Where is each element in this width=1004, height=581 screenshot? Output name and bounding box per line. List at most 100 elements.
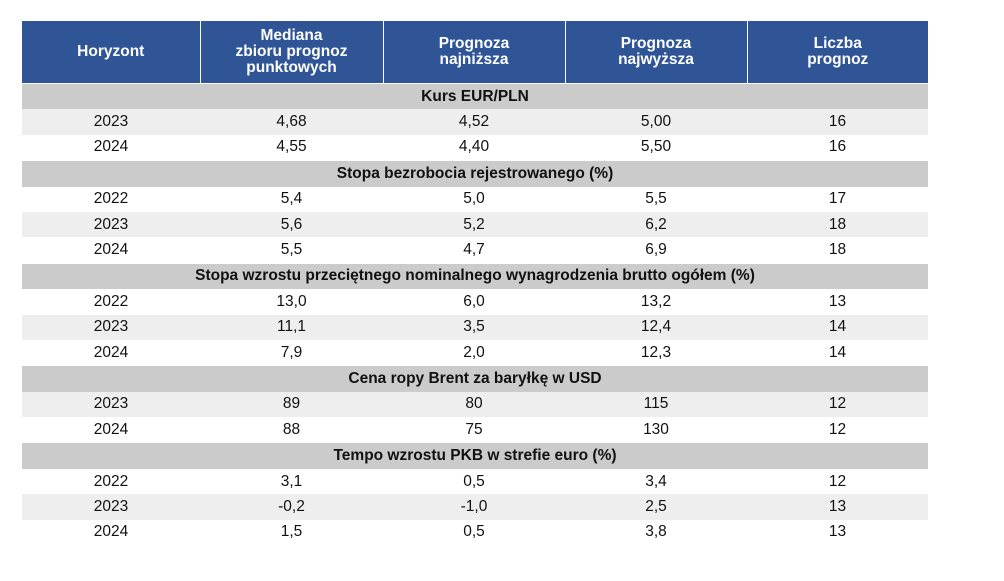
cell: 14 [747,314,928,340]
cell: 130 [643,420,669,438]
cell: 18 [828,241,847,259]
cell: -0,2 [200,494,383,520]
cell: 4,68 [200,109,383,135]
cell: 2024 [93,420,129,438]
cell: 5,5 [280,241,303,259]
cell: 2022 [93,190,129,208]
data-row: 2023 4,68 4,52 5,00 16 [22,109,928,135]
cell: 2023 [22,494,200,520]
header-text: Prognoza [438,35,510,52]
cell: 89 [200,391,383,418]
cell: 0,5 [463,523,485,541]
header-text: Horyzont [77,43,145,60]
section-title: Cena ropy Brent za baryłkę w USD [22,365,928,392]
section-title: Kurs EUR/PLN [22,83,928,110]
section-row: Stopa bezrobocia rejestrowanego (%) [22,160,928,187]
cell: -1,0 [383,494,565,520]
cell: 4,55 [276,138,307,156]
data-row: 2022 5,4 5,0 5,5 17 [22,187,928,212]
cell: 13 [828,292,847,310]
cell: 2024 [93,523,129,541]
cell: 5,2 [383,211,565,238]
cell: 14 [828,343,847,361]
cell: 2023 [22,109,200,135]
cell: 5,00 [565,109,747,135]
cell: 2022 [93,292,129,310]
cell: 5,5 [645,190,667,208]
data-row: 2022 3,1 0,5 3,4 12 [22,469,928,494]
data-row: 2024 5,5 4,7 6,9 18 [22,237,928,263]
cell: 12,4 [565,314,747,340]
header-cell: Horyzont [22,21,200,84]
cell: 115 [565,391,747,418]
cell: 2023 [22,314,200,340]
header-text: Mediana [260,27,323,44]
data-row: 2023 5,6 5,2 6,2 18 [22,211,928,238]
data-row: 2023 -0,2 -1,0 2,5 13 [22,494,928,520]
header-row: Horyzont Mediana zbioru prognoz punktowych P… [22,21,928,84]
cell: 75 [465,420,483,438]
cell: 3,1 [280,472,303,490]
cell: 17 [828,190,847,208]
cell: 13 [747,494,928,520]
cell: 2022 [93,472,129,490]
cell: 12 [828,472,847,490]
cell: 13,2 [640,292,672,310]
header-text: zbioru prognoz [235,43,348,60]
cell: 1,5 [280,523,303,541]
section-title: Stopa wzrostu przeciętnego nominalnego w… [22,262,928,290]
header-text: punktowych [246,59,337,76]
cell: 6,9 [645,241,667,259]
header-cell: Prognoza najwyższa [564,21,747,84]
cell: 16 [747,109,928,135]
header-cell: Liczba prognoz [746,21,928,84]
header-cell: Mediana zbioru prognoz punktowych [199,21,383,84]
data-row: 2022 13,0 6,0 13,2 13 [22,289,928,314]
data-row: 2024 88 75 130 12 [22,417,928,443]
data-row: 2024 4,55 4,40 5,50 16 [22,135,928,161]
cell: 4,40 [458,138,490,156]
cell: 12 [828,420,847,438]
cell: 5,6 [200,211,383,238]
data-row: 2024 1,5 0,5 3,8 13 [22,520,928,545]
header-text: Liczba [813,35,862,52]
section-row: Stopa wzrostu przeciętnego nominalnego w… [22,262,928,290]
data-row: 2023 11,1 3,5 12,4 14 [22,314,928,340]
cell: 2024 [93,343,129,361]
cell: 88 [282,420,301,438]
section-row: Kurs EUR/PLN [22,83,928,110]
cell: 7,9 [280,343,303,361]
cell: 13 [828,523,847,541]
cell: 6,2 [565,211,747,238]
section-row: Tempo wzrostu PKB w strefie euro (%) [22,442,928,469]
cell: 2023 [22,211,200,238]
cell: 3,8 [645,523,667,541]
cell: 5,50 [640,138,672,156]
cell: 4,52 [383,109,565,135]
section-title: Stopa bezrobocia rejestrowanego (%) [22,160,928,187]
data-row: 2023 89 80 115 12 [22,391,928,418]
cell: 11,1 [200,314,383,340]
cell: 6,0 [463,292,485,310]
header-cell: Prognoza najniższa [382,21,565,84]
header-text: najniższa [439,51,509,68]
cell: 4,7 [463,241,485,259]
cell: 5,4 [280,190,303,208]
section-title: Tempo wzrostu PKB w strefie euro (%) [22,442,928,469]
cell: 18 [747,211,928,238]
forecast-table: Horyzont Mediana zbioru prognoz punktowych P… [22,21,928,545]
header-text: Prognoza [620,35,692,52]
cell: 12 [747,391,928,418]
header-text: najwyższa [618,51,694,68]
cell: 80 [383,391,565,418]
cell: 12,3 [640,343,672,361]
cell: 0,5 [463,472,485,490]
cell: 3,5 [383,314,565,340]
section-row: Cena ropy Brent za baryłkę w USD [22,365,928,392]
header-text: prognoz [807,51,869,68]
cell: 3,4 [645,472,667,490]
data-row: 2024 7,9 2,0 12,3 14 [22,340,928,366]
cell: 13,0 [276,292,307,310]
cell: 2,5 [565,494,747,520]
